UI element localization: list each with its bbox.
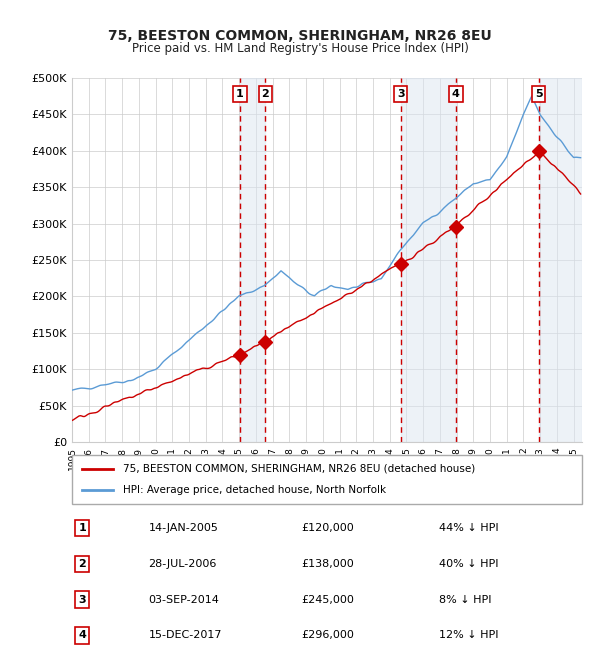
Text: 03-SEP-2014: 03-SEP-2014 xyxy=(149,595,220,604)
Text: 4: 4 xyxy=(78,630,86,640)
Text: 75, BEESTON COMMON, SHERINGHAM, NR26 8EU: 75, BEESTON COMMON, SHERINGHAM, NR26 8EU xyxy=(108,29,492,44)
Text: £296,000: £296,000 xyxy=(302,630,355,640)
Text: 2: 2 xyxy=(262,89,269,99)
Text: 75, BEESTON COMMON, SHERINGHAM, NR26 8EU (detached house): 75, BEESTON COMMON, SHERINGHAM, NR26 8EU… xyxy=(123,463,475,474)
Bar xyxy=(240,78,265,442)
Text: 12% ↓ HPI: 12% ↓ HPI xyxy=(439,630,499,640)
Text: 15-DEC-2017: 15-DEC-2017 xyxy=(149,630,222,640)
Text: 28-JUL-2006: 28-JUL-2006 xyxy=(149,559,217,569)
Text: HPI: Average price, detached house, North Norfolk: HPI: Average price, detached house, Nort… xyxy=(123,485,386,495)
Text: 3: 3 xyxy=(79,595,86,604)
Text: 1: 1 xyxy=(236,89,244,99)
Text: 4: 4 xyxy=(452,89,460,99)
FancyBboxPatch shape xyxy=(72,455,582,504)
Text: 44% ↓ HPI: 44% ↓ HPI xyxy=(439,523,499,533)
Text: £245,000: £245,000 xyxy=(302,595,355,604)
Text: Price paid vs. HM Land Registry's House Price Index (HPI): Price paid vs. HM Land Registry's House … xyxy=(131,42,469,55)
Text: 8% ↓ HPI: 8% ↓ HPI xyxy=(439,595,492,604)
Text: 40% ↓ HPI: 40% ↓ HPI xyxy=(439,559,499,569)
Bar xyxy=(401,78,456,442)
Text: £138,000: £138,000 xyxy=(302,559,354,569)
Bar xyxy=(539,78,582,442)
Text: 2: 2 xyxy=(79,559,86,569)
Text: 1: 1 xyxy=(79,523,86,533)
Text: 14-JAN-2005: 14-JAN-2005 xyxy=(149,523,218,533)
Text: £120,000: £120,000 xyxy=(302,523,354,533)
Text: 3: 3 xyxy=(397,89,405,99)
Text: 5: 5 xyxy=(535,89,542,99)
